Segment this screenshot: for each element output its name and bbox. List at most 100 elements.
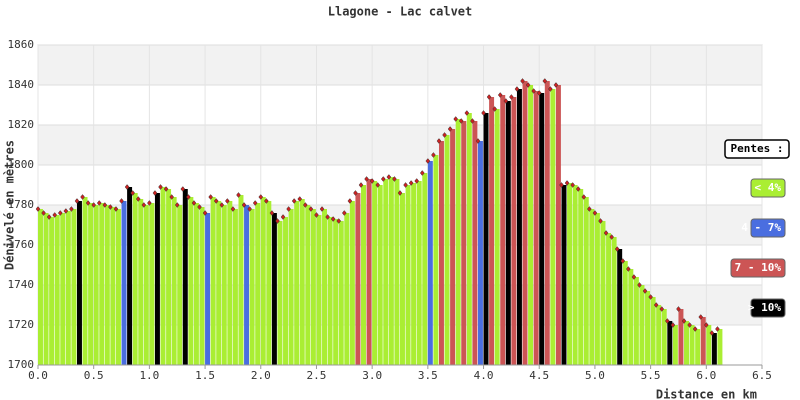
bar <box>600 221 606 365</box>
bar <box>539 93 545 365</box>
bar <box>249 209 255 365</box>
bar <box>65 211 71 365</box>
point-marker <box>85 200 91 206</box>
point-marker <box>308 206 314 212</box>
point-marker <box>542 78 548 84</box>
legend-swatch <box>750 178 786 198</box>
bar <box>355 193 361 365</box>
bar <box>550 89 556 365</box>
bar <box>489 97 495 365</box>
bar <box>76 201 82 365</box>
point-marker <box>614 246 620 252</box>
point-marker <box>347 198 353 204</box>
bar <box>154 193 160 365</box>
point-marker <box>191 200 197 206</box>
bar <box>394 179 400 365</box>
bar <box>717 329 723 365</box>
point-marker <box>470 118 475 124</box>
point-marker <box>108 204 113 210</box>
point-marker <box>419 170 425 176</box>
bar <box>38 209 43 365</box>
x-tick-label: 3.5 <box>418 369 438 382</box>
bar <box>544 81 550 365</box>
bar <box>327 217 333 365</box>
bar <box>555 85 561 365</box>
point-marker <box>570 182 575 188</box>
bar <box>182 189 188 365</box>
point-marker <box>80 194 85 200</box>
legend-swatch <box>750 218 786 238</box>
bar <box>706 325 712 365</box>
bar <box>472 121 478 365</box>
bar <box>160 187 166 365</box>
point-marker <box>620 258 626 264</box>
bar <box>477 141 483 365</box>
bar <box>405 185 411 365</box>
bar <box>333 219 339 365</box>
bar <box>43 213 49 365</box>
bar <box>622 261 628 365</box>
bar <box>344 213 350 365</box>
point-marker <box>692 326 698 332</box>
bar <box>210 197 216 365</box>
point-marker <box>141 202 147 208</box>
bar <box>383 179 389 365</box>
bar <box>567 183 573 365</box>
bar <box>338 221 344 365</box>
point-marker <box>325 214 330 220</box>
point-marker <box>503 98 509 104</box>
point-marker <box>46 214 52 220</box>
point-marker <box>247 206 252 212</box>
point-marker <box>202 210 208 216</box>
point-marker <box>147 200 152 206</box>
legend-title: Pentes : <box>731 142 784 155</box>
point-marker <box>330 216 336 222</box>
point-marker <box>670 322 676 328</box>
x-tick-label: 1.0 <box>139 369 159 382</box>
point-marker <box>63 208 69 214</box>
grid-band <box>38 125 762 165</box>
bar <box>656 305 662 365</box>
bar <box>505 101 511 365</box>
point-marker <box>57 210 63 216</box>
bar <box>606 233 612 365</box>
bar <box>305 205 311 365</box>
bar <box>561 185 567 365</box>
legend-label: < 4% <box>755 181 782 194</box>
point-marker <box>375 182 381 188</box>
point-marker <box>603 230 609 236</box>
bar <box>483 113 489 365</box>
point-marker <box>520 78 525 84</box>
point-marker <box>587 206 592 212</box>
bar <box>388 177 394 365</box>
point-marker <box>314 212 319 218</box>
bar <box>372 181 378 365</box>
point-marker <box>208 194 213 200</box>
point-marker <box>642 288 648 294</box>
bar <box>71 209 77 365</box>
bar <box>633 277 639 365</box>
point-marker <box>230 206 236 212</box>
point-marker <box>341 210 347 216</box>
x-tick-label: 0.0 <box>28 369 48 382</box>
point-marker <box>486 94 492 100</box>
point-marker <box>592 210 598 216</box>
bar <box>238 195 244 365</box>
bar <box>650 297 656 365</box>
point-marker <box>169 194 174 200</box>
bar <box>711 333 717 365</box>
point-marker <box>715 326 720 332</box>
bar <box>661 309 667 365</box>
point-marker <box>52 212 58 218</box>
bar <box>277 221 283 365</box>
point-marker <box>113 206 119 212</box>
x-tick-label: 3.0 <box>362 369 382 382</box>
bar <box>188 197 194 365</box>
bar <box>171 197 177 365</box>
bar <box>260 197 266 365</box>
bar <box>110 207 116 365</box>
bar <box>288 209 294 365</box>
point-marker <box>236 192 241 198</box>
y-tick-label: 1840 <box>8 78 35 91</box>
